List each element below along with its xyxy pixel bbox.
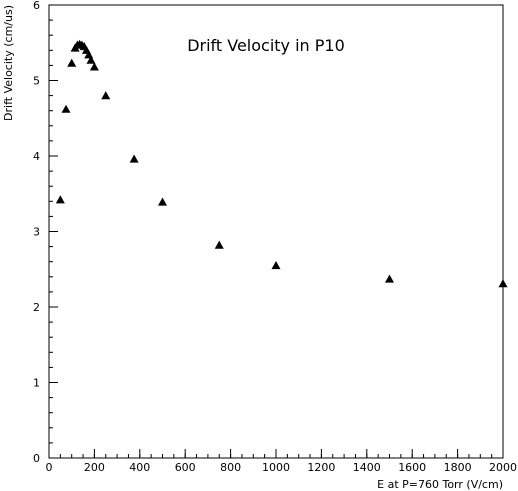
y-tick-label: 5 [33,75,40,88]
x-axis-title: E at P=760 Torr (V/cm) [377,478,503,491]
x-tick-label: 600 [175,461,196,474]
x-tick-label: 2000 [489,461,517,474]
y-tick-label: 6 [33,0,40,12]
y-tick-label: 1 [33,377,40,390]
y-tick-label: 3 [33,226,40,239]
plot-frame [48,4,504,459]
y-axis-title: Drift Velocity (cm/us) [2,5,15,121]
y-axis-tick-labels: 0 1 2 3 4 5 6 [33,0,40,465]
data-point [61,104,71,113]
x-tick-label: 1200 [307,461,335,474]
chart-title: Drift Velocity in P10 [187,36,345,55]
data-point [101,91,111,100]
x-axis-tick-labels: 0 200 400 600 800 1000 1200 1400 1600 1800 2000 [46,461,518,474]
data-points [55,39,508,288]
data-point [67,58,77,67]
x-tick-label: 1400 [353,461,381,474]
x-tick-label: 1000 [262,461,290,474]
data-point [86,55,96,64]
data-point [129,154,139,163]
data-point [158,197,167,206]
x-tick-label: 0 [46,461,53,474]
x-tick-label: 400 [129,461,150,474]
data-point [498,279,508,288]
data-point [55,195,65,204]
y-tick-label: 4 [33,150,40,163]
data-point [271,260,281,270]
y-tick-label: 2 [33,301,40,314]
data-point [89,62,99,71]
data-point [214,240,224,249]
x-tick-label: 1600 [398,461,426,474]
x-tick-label: 200 [84,461,105,474]
y-tick-label: 0 [33,452,40,465]
y-axis-ticks [49,4,58,459]
x-axis-ticks [48,449,504,458]
x-tick-label: 800 [220,461,241,474]
data-point [385,274,394,283]
x-tick-label: 1800 [444,461,472,474]
